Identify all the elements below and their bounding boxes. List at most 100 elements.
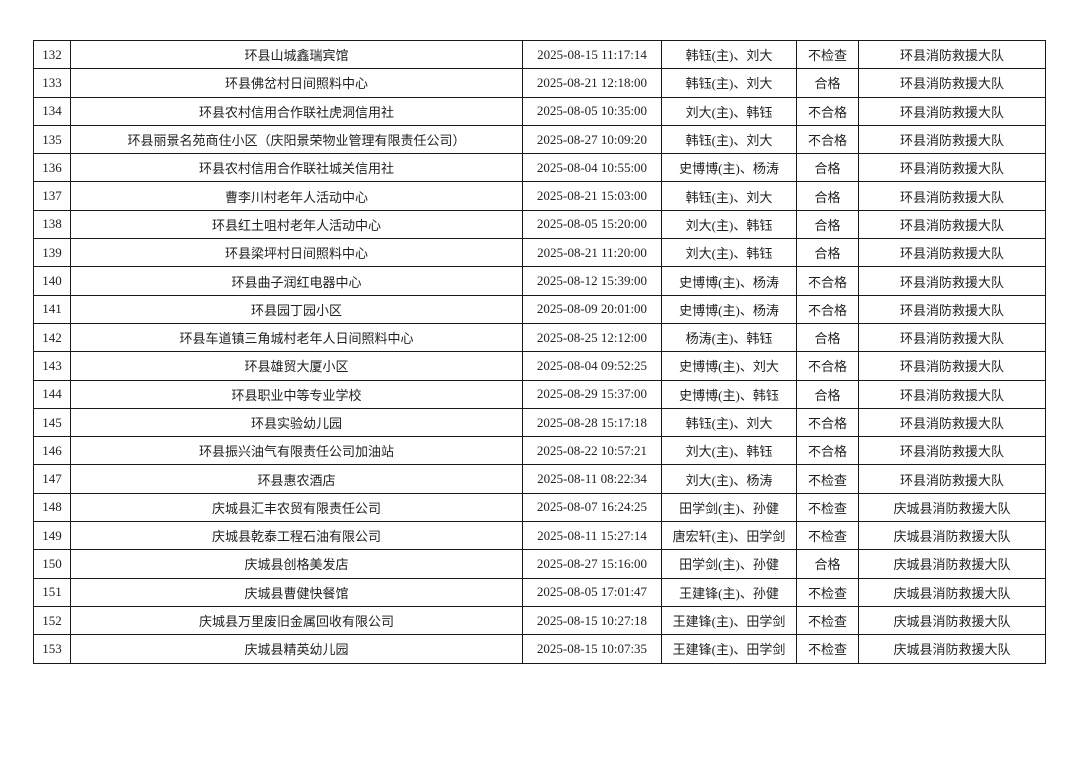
- table-row: 143 环县雄贸大厦小区 2025-08-04 09:52:25 史博博(主)、刘大不…: [33, 351, 1046, 381]
- unit-name-cell: 庆城县精英幼儿园: [70, 634, 523, 664]
- inspectors-cell: 杨涛(主)、韩钰: [661, 322, 797, 353]
- result-cell: 合格: [796, 238, 859, 268]
- inspectors-cell: 史博博(主)、刘大: [661, 351, 797, 381]
- unit-name-cell: 环县农村信用合作联社虎洞信用社: [70, 96, 523, 126]
- result-cell: 合格: [796, 209, 859, 240]
- row-number-cell: 141: [33, 294, 71, 324]
- table-row: 139 环县梁坪村日间照料中心 2025-08-21 11:20:00 刘大(主)、韩…: [33, 238, 1046, 268]
- unit-name-cell: 环县农村信用合作联社城关信用社: [70, 153, 523, 183]
- table-row: 133 环县佛岔村日间照料中心 2025-08-21 12:18:00 韩钰(主)、刘…: [33, 68, 1046, 98]
- department-cell: 庆城县消防救援大队: [858, 521, 1046, 551]
- unit-name-cell: 环县曲子润红电器中心: [70, 266, 523, 296]
- department-cell: 环县消防救援大队: [858, 407, 1046, 438]
- inspection-time-cell: 2025-08-29 15:37:00: [522, 379, 662, 409]
- inspection-time-cell: 2025-08-15 11:17:14: [522, 39, 662, 70]
- table-row: 146 环县振兴油气有限责任公司加油站 2025-08-22 10:57:21 刘大(…: [33, 436, 1046, 466]
- inspectors-cell: 王建锋(主)、孙健: [661, 577, 797, 607]
- inspection-time-cell: 2025-08-05 10:35:00: [522, 96, 662, 126]
- row-number-cell: 150: [33, 549, 71, 579]
- unit-name-cell: 环县惠农酒店: [70, 464, 523, 494]
- unit-name-cell: 庆城县汇丰农贸有限责任公司: [70, 492, 523, 523]
- inspectors-cell: 史博博(主)、韩钰: [661, 379, 797, 409]
- row-number-cell: 134: [33, 96, 71, 126]
- unit-name-cell: 环县丽景名苑商住小区（庆阳景荣物业管理有限责任公司）: [70, 124, 523, 155]
- table-row: 147 环县惠农酒店 2025-08-11 08:22:34 刘大(主)、杨涛 不检查环…: [33, 464, 1046, 494]
- row-number-cell: 148: [33, 492, 71, 523]
- unit-name-cell: 环县车道镇三角城村老年人日间照料中心: [70, 322, 523, 353]
- unit-name-cell: 环县园丁园小区: [70, 294, 523, 324]
- unit-name-cell: 庆城县乾泰工程石油有限公司: [70, 521, 523, 551]
- unit-name-cell: 庆城县万里废旧金属回收有限公司: [70, 605, 523, 636]
- result-cell: 合格: [796, 181, 859, 211]
- row-number-cell: 152: [33, 605, 71, 636]
- result-cell: 不合格: [796, 266, 859, 296]
- inspectors-cell: 刘大(主)、韩钰: [661, 96, 797, 126]
- inspection-time-cell: 2025-08-04 09:52:25: [522, 351, 662, 381]
- result-cell: 不合格: [796, 294, 859, 324]
- table-row: 136 环县农村信用合作联社城关信用社 2025-08-04 10:55:00 史博博…: [33, 153, 1046, 183]
- result-cell: 不合格: [796, 351, 859, 381]
- unit-name-cell: 环县红土咀村老年人活动中心: [70, 209, 523, 240]
- inspection-time-cell: 2025-08-15 10:27:18: [522, 605, 662, 636]
- inspectors-cell: 唐宏轩(主)、田学剑: [661, 521, 797, 551]
- inspection-time-cell: 2025-08-27 15:16:00: [522, 549, 662, 579]
- inspection-time-cell: 2025-08-22 10:57:21: [522, 436, 662, 466]
- table-row: 141 环县园丁园小区 2025-08-09 20:01:00 史博博(主)、杨涛 不合…: [33, 294, 1046, 324]
- table-row: 137 曹李川村老年人活动中心 2025-08-21 15:03:00 韩钰(主)、刘…: [33, 181, 1046, 211]
- row-number-cell: 149: [33, 521, 71, 551]
- inspection-time-cell: 2025-08-21 12:18:00: [522, 68, 662, 98]
- unit-name-cell: 曹李川村老年人活动中心: [70, 181, 523, 211]
- unit-name-cell: 环县山城鑫瑞宾馆: [70, 39, 523, 70]
- inspectors-cell: 刘大(主)、韩钰: [661, 436, 797, 466]
- table-row: 135 环县丽景名苑商住小区（庆阳景荣物业管理有限责任公司） 2025-08-27 …: [33, 124, 1046, 155]
- inspection-time-cell: 2025-08-07 16:24:25: [522, 492, 662, 523]
- result-cell: 合格: [796, 549, 859, 579]
- unit-name-cell: 庆城县创格美发店: [70, 549, 523, 579]
- inspectors-cell: 王建锋(主)、田学剑: [661, 605, 797, 636]
- inspectors-cell: 韩钰(主)、刘大: [661, 407, 797, 438]
- result-cell: 不检查: [796, 577, 859, 607]
- department-cell: 环县消防救援大队: [858, 379, 1046, 409]
- inspection-time-cell: 2025-08-11 08:22:34: [522, 464, 662, 494]
- inspectors-cell: 韩钰(主)、刘大: [661, 181, 797, 211]
- department-cell: 环县消防救援大队: [858, 436, 1046, 466]
- result-cell: 合格: [796, 153, 859, 183]
- inspectors-cell: 田学剑(主)、孙健: [661, 492, 797, 523]
- inspectors-cell: 史博博(主)、杨涛: [661, 266, 797, 296]
- row-number-cell: 133: [33, 68, 71, 98]
- department-cell: 环县消防救援大队: [858, 68, 1046, 98]
- unit-name-cell: 环县职业中等专业学校: [70, 379, 523, 409]
- table-row: 134 环县农村信用合作联社虎洞信用社 2025-08-05 10:35:00 刘大(…: [33, 96, 1046, 126]
- result-cell: 合格: [796, 68, 859, 98]
- department-cell: 庆城县消防救援大队: [858, 634, 1046, 664]
- inspection-time-cell: 2025-08-21 11:20:00: [522, 238, 662, 268]
- table-row: 152 庆城县万里废旧金属回收有限公司 2025-08-15 10:27:18 王建锋…: [33, 605, 1046, 636]
- table-row: 142 环县车道镇三角城村老年人日间照料中心 2025-08-25 12:12:00…: [33, 322, 1046, 353]
- department-cell: 环县消防救援大队: [858, 294, 1046, 324]
- unit-name-cell: 环县梁坪村日间照料中心: [70, 238, 523, 268]
- table-row: 149 庆城县乾泰工程石油有限公司 2025-08-11 15:27:14 唐宏轩(主…: [33, 521, 1046, 551]
- inspectors-cell: 刘大(主)、韩钰: [661, 238, 797, 268]
- inspection-time-cell: 2025-08-12 15:39:00: [522, 266, 662, 296]
- inspectors-cell: 韩钰(主)、刘大: [661, 124, 797, 155]
- inspectors-cell: 刘大(主)、韩钰: [661, 209, 797, 240]
- row-number-cell: 144: [33, 379, 71, 409]
- department-cell: 环县消防救援大队: [858, 39, 1046, 70]
- unit-name-cell: 环县振兴油气有限责任公司加油站: [70, 436, 523, 466]
- inspection-time-cell: 2025-08-05 17:01:47: [522, 577, 662, 607]
- row-number-cell: 136: [33, 153, 71, 183]
- table-row: 153 庆城县精英幼儿园 2025-08-15 10:07:35 王建锋(主)、田学剑…: [33, 634, 1046, 664]
- inspection-time-cell: 2025-08-21 15:03:00: [522, 181, 662, 211]
- result-cell: 不检查: [796, 464, 859, 494]
- row-number-cell: 147: [33, 464, 71, 494]
- row-number-cell: 132: [33, 39, 71, 70]
- department-cell: 环县消防救援大队: [858, 351, 1046, 381]
- unit-name-cell: 环县雄贸大厦小区: [70, 351, 523, 381]
- row-number-cell: 142: [33, 322, 71, 353]
- table-row: 150 庆城县创格美发店 2025-08-27 15:16:00 田学剑(主)、孙健合…: [33, 549, 1046, 579]
- inspection-time-cell: 2025-08-25 12:12:00: [522, 322, 662, 353]
- inspectors-cell: 史博博(主)、杨涛: [661, 294, 797, 324]
- result-cell: 不检查: [796, 605, 859, 636]
- department-cell: 环县消防救援大队: [858, 209, 1046, 240]
- table-row: 151 庆城县曹健快餐馆 2025-08-05 17:01:47 王建锋(主)、孙健不…: [33, 577, 1046, 607]
